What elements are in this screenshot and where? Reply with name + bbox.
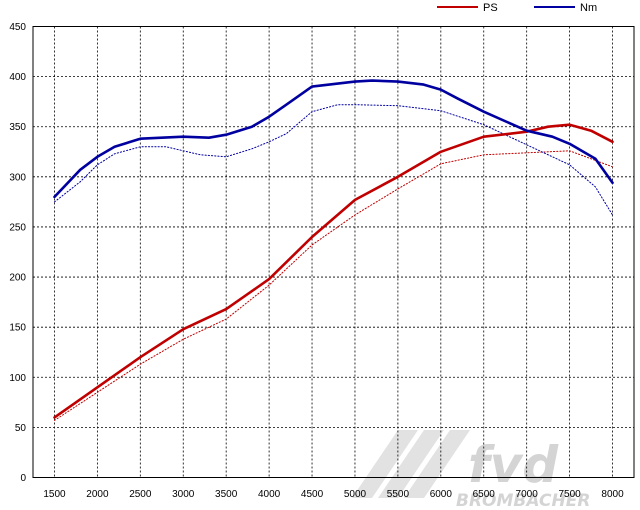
x-tick-label: 3000: [172, 489, 195, 500]
legend: PS Nm: [437, 2, 597, 14]
x-tick-label: 4000: [258, 489, 281, 500]
y-tick-label: 450: [9, 22, 26, 33]
series-layer: [53, 79, 614, 421]
x-axis-ticks: 1500 2000 2500 3000 3500 4000 4500 5000 5500 6000…: [43, 489, 624, 500]
x-tick-label: 5000: [344, 489, 367, 500]
series-line-nm-reference: [54, 104, 613, 216]
y-tick-label: 200: [9, 273, 26, 284]
y-tick-label: 150: [9, 323, 26, 334]
x-tick-label: 8000: [601, 489, 624, 500]
watermark-stripe: [378, 430, 444, 498]
x-tick-label: 7500: [558, 489, 581, 500]
x-tick-label: 2000: [86, 489, 109, 500]
watermark-logo-text: fvd: [468, 436, 559, 494]
grid: [33, 26, 634, 478]
y-tick-label: 400: [9, 72, 26, 83]
legend-label-ps: PS: [483, 2, 498, 14]
x-tick-label: 5500: [387, 489, 410, 500]
y-tick-label: 300: [9, 172, 26, 183]
watermark-sub-text: BROMBACHER: [456, 491, 590, 510]
x-tick-label: 6500: [473, 489, 496, 500]
watermark-stripe: [404, 430, 470, 498]
x-tick-label: 7000: [516, 489, 539, 500]
x-tick-label: 3500: [215, 489, 238, 500]
watermark-stripe: [352, 430, 418, 498]
y-tick-label: 0: [20, 473, 26, 484]
x-tick-label: 4500: [301, 489, 324, 500]
series-line-ps: [53, 123, 614, 419]
y-tick-label: 100: [9, 373, 26, 384]
x-tick-label: 2500: [129, 489, 152, 500]
y-tick-label: 250: [9, 222, 26, 233]
plot-frame: [32, 26, 635, 478]
watermark-logo: fvd BROMBACHER: [352, 430, 590, 510]
y-axis-ticks: 0 50 100 150 200 250 300 350 400 450: [9, 22, 26, 484]
y-tick-label: 50: [15, 423, 27, 434]
series-line-nm: [53, 79, 614, 199]
y-tick-label: 350: [9, 122, 26, 133]
legend-label-nm: Nm: [580, 2, 597, 14]
series-line-ps-reference: [54, 150, 613, 421]
x-tick-label: 1500: [43, 489, 66, 500]
x-tick-label: 6000: [430, 489, 453, 500]
